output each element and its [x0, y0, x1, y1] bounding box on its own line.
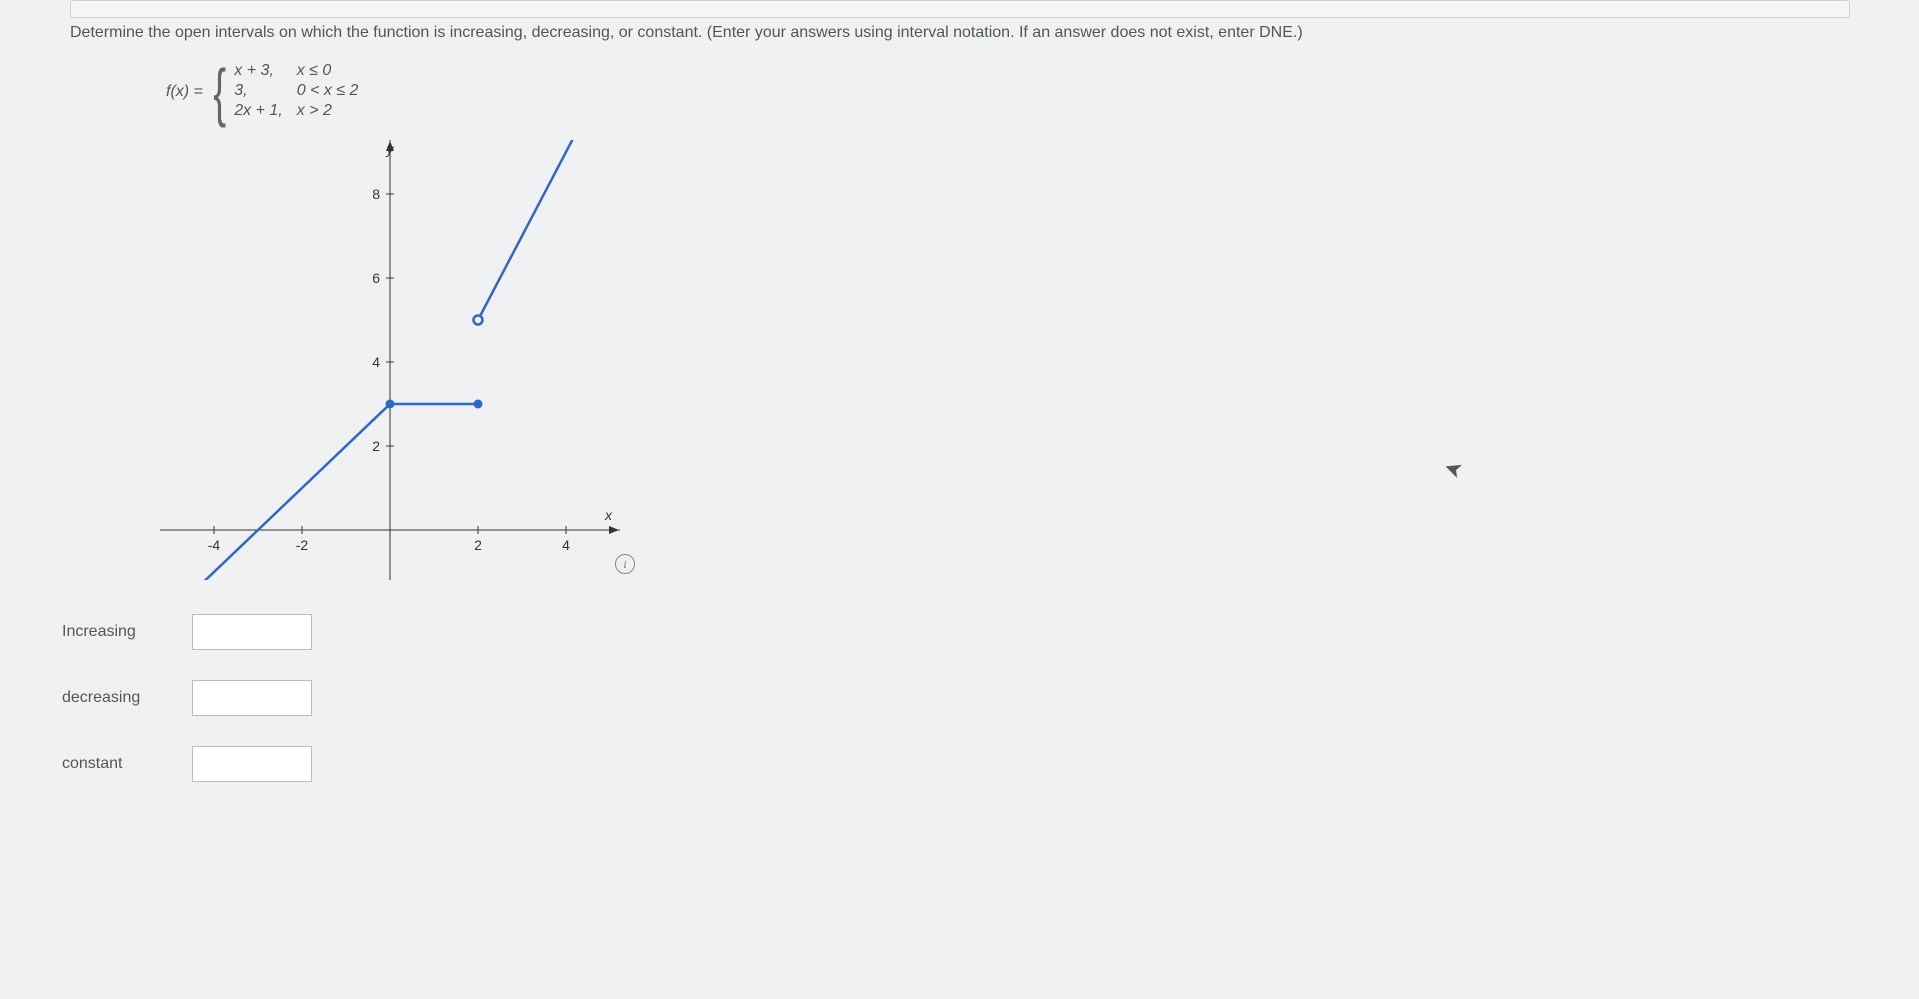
svg-text:6: 6 [372, 270, 380, 286]
graph-container: x y -4 -2 2 4 2 4 6 8 [160, 140, 620, 585]
answer-row-increasing: Increasing [62, 614, 312, 650]
piecewise-row: x + 3, x ≤ 0 [234, 62, 372, 82]
info-icon[interactable]: i [615, 554, 635, 574]
svg-text:y: y [386, 141, 395, 157]
answer-label: constant [62, 755, 192, 773]
piecewise-expr: 2x + 1, [234, 102, 296, 122]
piecewise-row: 3, 0 < x ≤ 2 [234, 82, 372, 102]
cursor-icon: ➤ [1440, 454, 1466, 485]
svg-text:8: 8 [372, 186, 380, 202]
piecewise-brace: { [213, 63, 226, 121]
svg-text:-4: -4 [208, 537, 221, 553]
piecewise-cond: x > 2 [297, 102, 373, 122]
piecewise-cond: 0 < x ≤ 2 [297, 82, 373, 102]
svg-text:x: x [604, 507, 613, 523]
piecewise-cond: x ≤ 0 [297, 62, 373, 82]
instruction-text: Determine the open intervals on which th… [70, 24, 1303, 42]
constant-input[interactable] [192, 746, 312, 782]
piecewise-lhs: f(x) = [166, 83, 203, 101]
section-header-bar [70, 0, 1850, 18]
piecewise-expr: x + 3, [234, 62, 296, 82]
svg-text:-2: -2 [296, 537, 309, 553]
svg-text:2: 2 [372, 438, 380, 454]
svg-text:4: 4 [372, 354, 380, 370]
svg-text:2: 2 [474, 537, 482, 553]
question-page: Determine the open intervals on which th… [0, 0, 1919, 999]
piecewise-table: x + 3, x ≤ 0 3, 0 < x ≤ 2 2x + 1, x > 2 [234, 62, 372, 122]
decreasing-input[interactable] [192, 680, 312, 716]
answer-label: decreasing [62, 689, 192, 707]
increasing-input[interactable] [192, 614, 312, 650]
answer-label: Increasing [62, 623, 192, 641]
answer-row-decreasing: decreasing [62, 680, 312, 716]
function-graph: x y -4 -2 2 4 2 4 6 8 [160, 140, 620, 580]
piecewise-expr: 3, [234, 82, 296, 102]
piecewise-row: 2x + 1, x > 2 [234, 102, 372, 122]
svg-text:4: 4 [562, 537, 570, 553]
answer-row-constant: constant [62, 746, 312, 782]
answers-block: Increasing decreasing constant [62, 614, 312, 812]
piecewise-definition: f(x) = { x + 3, x ≤ 0 3, 0 < x ≤ 2 2x + … [166, 62, 372, 122]
info-icon-glyph: i [623, 557, 626, 572]
